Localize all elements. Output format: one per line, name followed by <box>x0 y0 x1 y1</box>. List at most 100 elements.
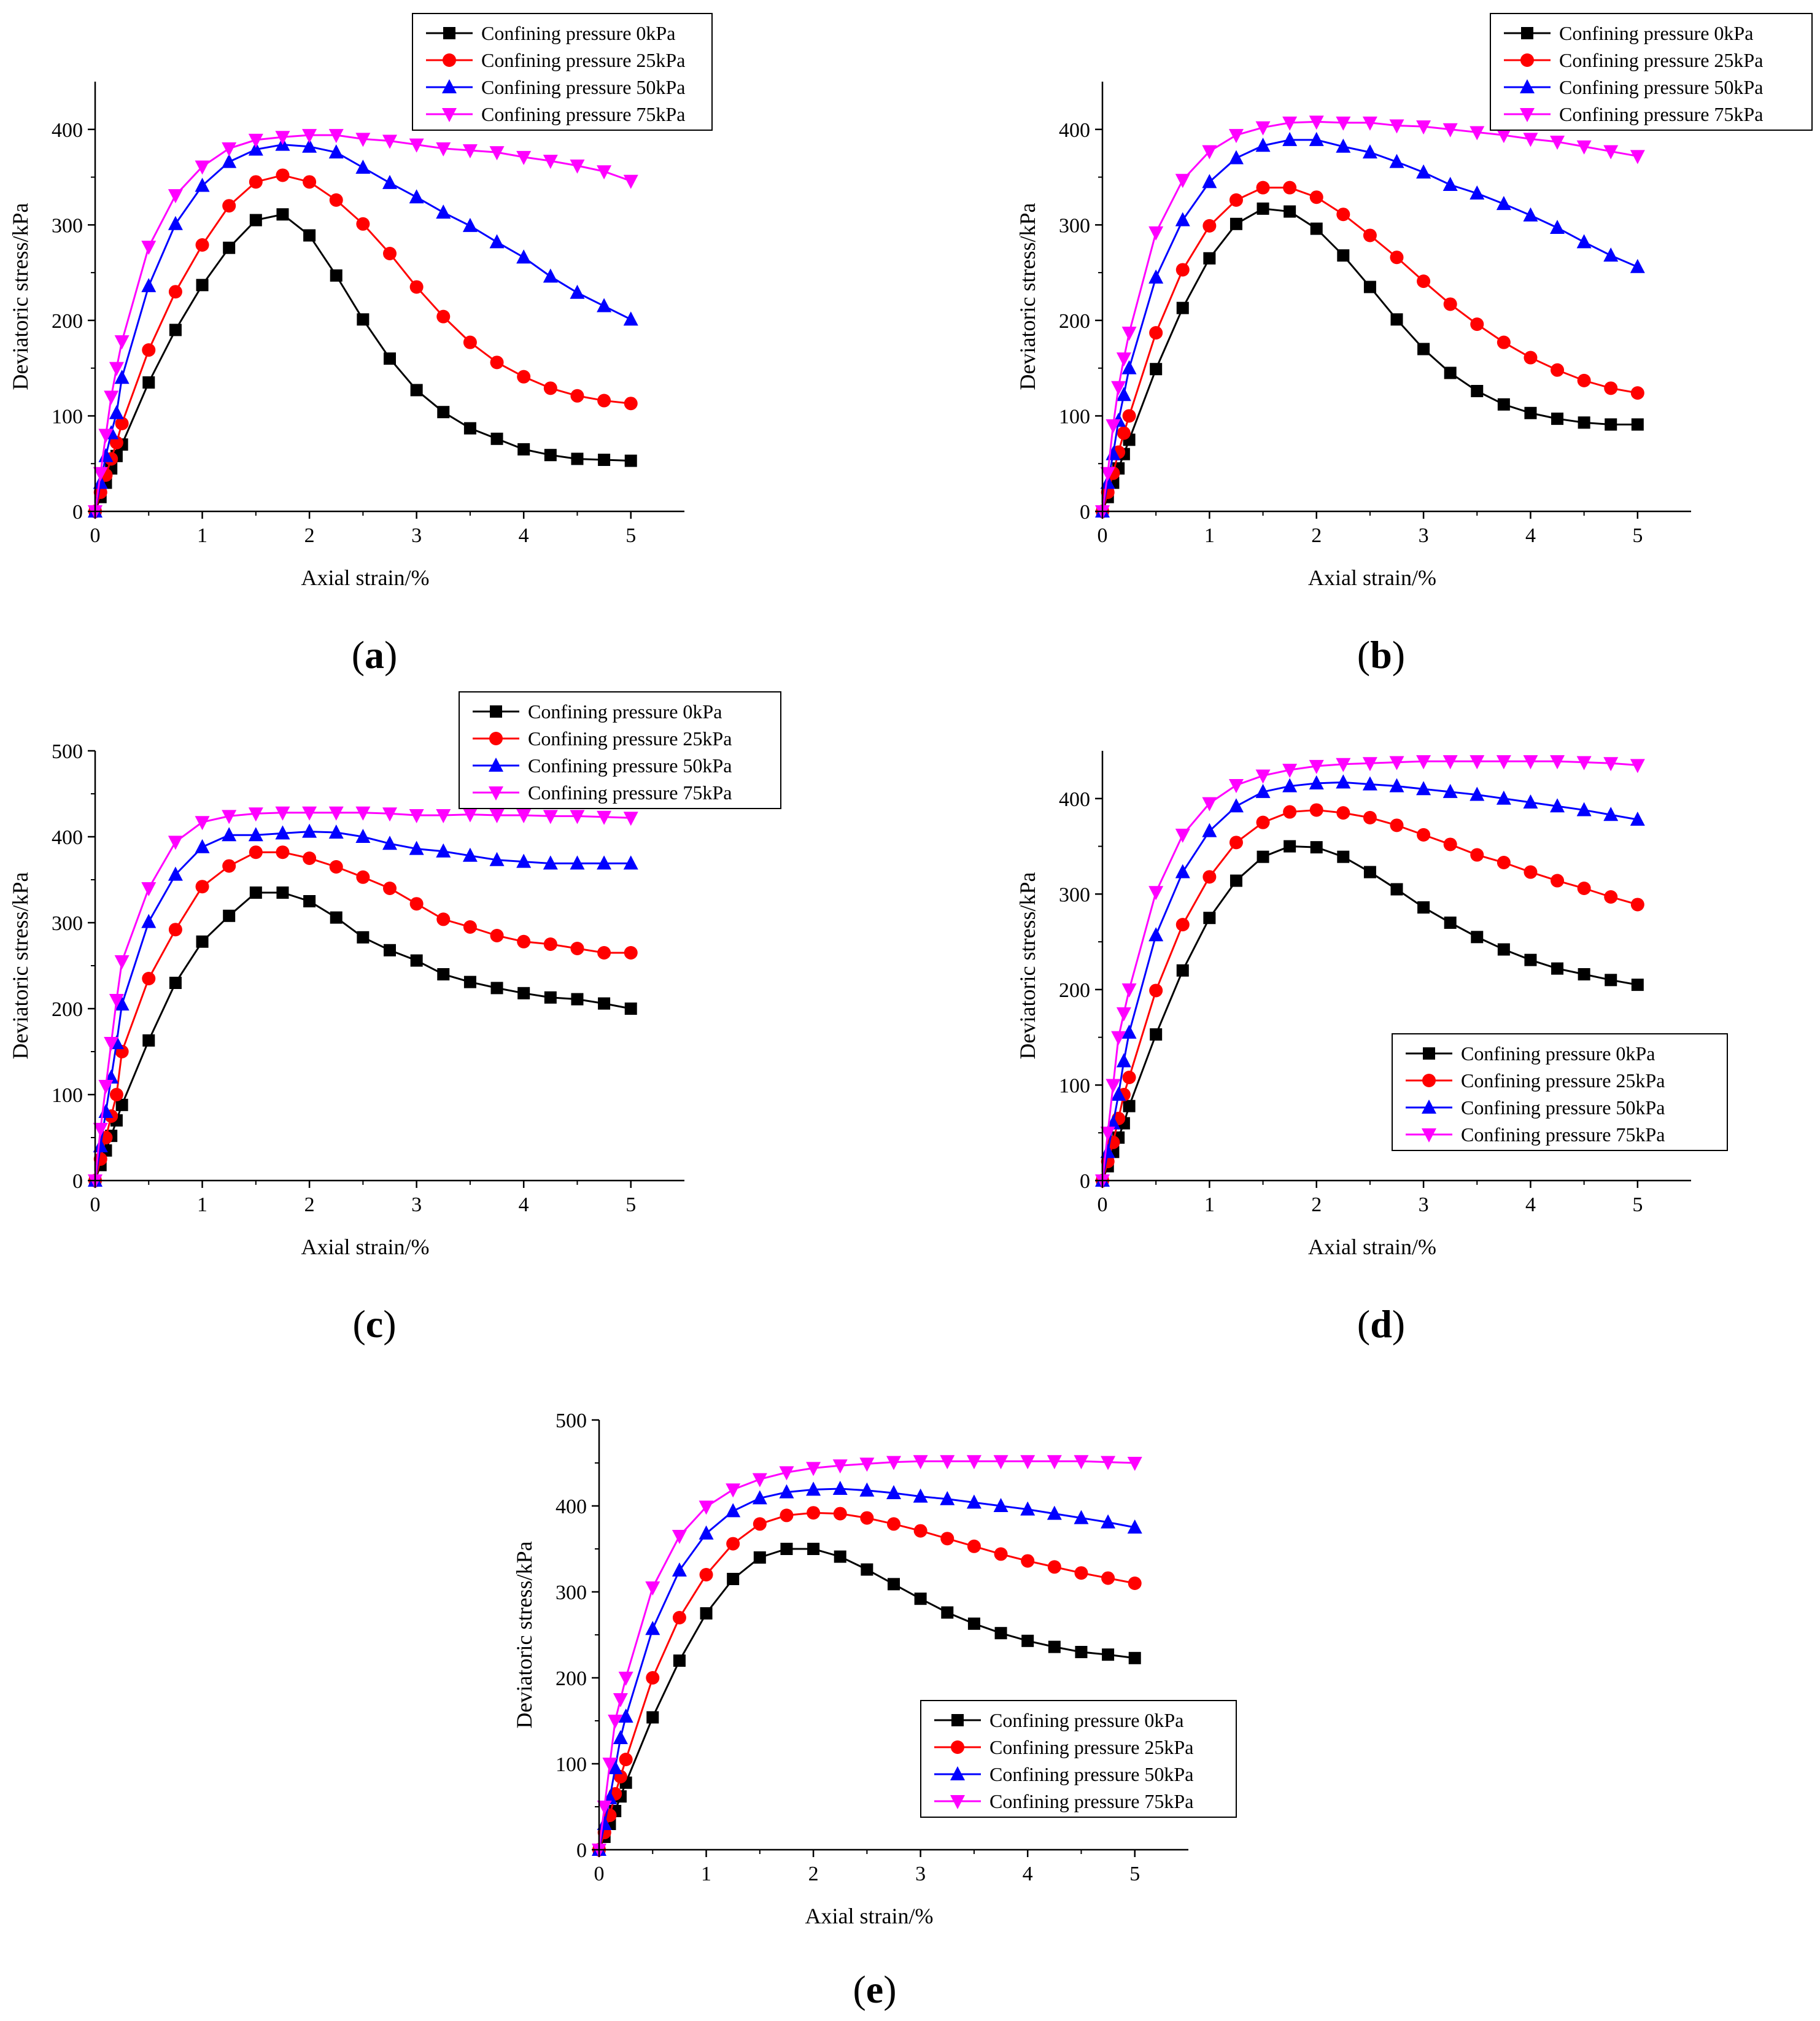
data-point <box>516 853 532 868</box>
data-point <box>409 809 424 823</box>
data-point <box>624 454 637 467</box>
data-point <box>1336 774 1351 789</box>
data-point <box>1390 250 1404 265</box>
panel-label: (e) <box>853 1968 896 2011</box>
data-point <box>1121 360 1137 374</box>
data-point <box>490 355 504 370</box>
data-point <box>1074 1510 1089 1524</box>
data-point <box>832 1481 848 1495</box>
data-point <box>1603 247 1619 262</box>
y-axis-title: Deviatoric stress/kPa <box>8 203 33 390</box>
y-tick-label: 0 <box>72 1170 83 1193</box>
data-point <box>1470 755 1485 770</box>
x-tick-label: 2 <box>304 524 315 547</box>
data-point <box>1603 807 1619 821</box>
data-point <box>382 174 397 189</box>
data-point <box>613 1730 628 1744</box>
data-point <box>623 311 638 326</box>
series-3 <box>88 806 638 1189</box>
data-point <box>141 882 157 896</box>
y-tick-label: 400 <box>1059 788 1090 811</box>
data-point <box>1021 1634 1034 1647</box>
data-point <box>114 370 130 384</box>
data-point <box>1523 794 1538 809</box>
data-point <box>994 1627 1007 1640</box>
chart-panel-0: 0 100 200 300 400 0 1 2 3 4 5 Axial strain/% Deviato… <box>8 13 713 677</box>
data-point <box>98 429 114 443</box>
legend-marker <box>443 27 455 39</box>
data-point <box>328 144 344 159</box>
series-2 <box>1095 774 1645 1187</box>
data-point <box>1577 373 1591 387</box>
data-point <box>1310 841 1323 854</box>
data-point <box>966 1455 982 1470</box>
data-point <box>302 823 317 838</box>
data-point <box>516 809 532 823</box>
y-tick-label: 400 <box>52 826 83 849</box>
data-point <box>806 1462 821 1476</box>
data-point <box>1257 202 1269 215</box>
x-tick-label: 4 <box>1023 1863 1033 1885</box>
legend-entry: Confining pressure 75kPa <box>1406 1123 1665 1146</box>
data-point <box>517 370 531 384</box>
y-tick-label: 200 <box>1059 979 1090 1002</box>
data-point <box>543 155 558 169</box>
data-point <box>303 229 316 242</box>
legend-entry: Confining pressure 0kPa <box>426 22 675 44</box>
data-point <box>463 335 477 349</box>
legend-marker <box>1520 53 1534 67</box>
x-tick-label: 1 <box>1204 1193 1215 1216</box>
data-point <box>597 1801 612 1815</box>
data-point <box>608 1760 623 1774</box>
data-point <box>1228 150 1244 165</box>
data-point <box>779 1484 794 1499</box>
data-point <box>1523 207 1538 222</box>
data-point <box>489 146 505 161</box>
legend-marker <box>489 786 503 801</box>
data-point <box>780 1543 793 1555</box>
legend: Confining pressure 0kPa Confining pressur… <box>1392 1033 1728 1151</box>
data-point <box>1111 1031 1126 1045</box>
data-point <box>994 1547 1008 1561</box>
data-point <box>672 1562 687 1577</box>
data-point <box>330 911 343 924</box>
data-point <box>1389 119 1404 134</box>
chart-panel-2: 0 100 200 300 400 500 0 1 2 3 4 5 Axial strain/% Devi… <box>8 691 781 1346</box>
legend-label: Confining pressure 75kPa <box>1461 1123 1665 1146</box>
data-point <box>168 923 182 937</box>
data-point <box>1337 850 1350 863</box>
data-point <box>543 937 557 951</box>
data-point <box>1417 828 1431 842</box>
data-point <box>624 1003 637 1015</box>
data-point <box>570 159 585 174</box>
data-point <box>597 1816 612 1830</box>
data-point <box>196 935 209 948</box>
data-point <box>1202 145 1217 160</box>
data-point <box>1148 927 1164 942</box>
data-point <box>1550 136 1565 150</box>
data-point <box>1176 301 1189 314</box>
data-point <box>1604 890 1618 904</box>
data-point <box>1106 419 1121 433</box>
data-point <box>303 175 317 189</box>
data-point <box>1284 205 1296 218</box>
data-point <box>114 335 130 350</box>
data-point <box>1337 249 1350 262</box>
data-point <box>1389 756 1404 770</box>
data-point <box>1551 413 1564 425</box>
legend-entry: Confining pressure 75kPa <box>1504 103 1763 125</box>
data-point <box>248 827 263 842</box>
data-point <box>727 1573 740 1585</box>
data-point <box>1576 234 1592 249</box>
legend-entry: Confining pressure 25kPa <box>1504 49 1763 71</box>
data-point <box>860 1511 874 1525</box>
data-point <box>355 806 371 821</box>
data-point <box>1630 812 1645 826</box>
data-point <box>489 809 505 823</box>
data-point <box>645 1581 660 1596</box>
data-point <box>807 1543 820 1555</box>
data-point <box>623 174 638 189</box>
data-point <box>570 284 585 299</box>
data-point <box>115 416 129 430</box>
data-point <box>1121 983 1137 998</box>
